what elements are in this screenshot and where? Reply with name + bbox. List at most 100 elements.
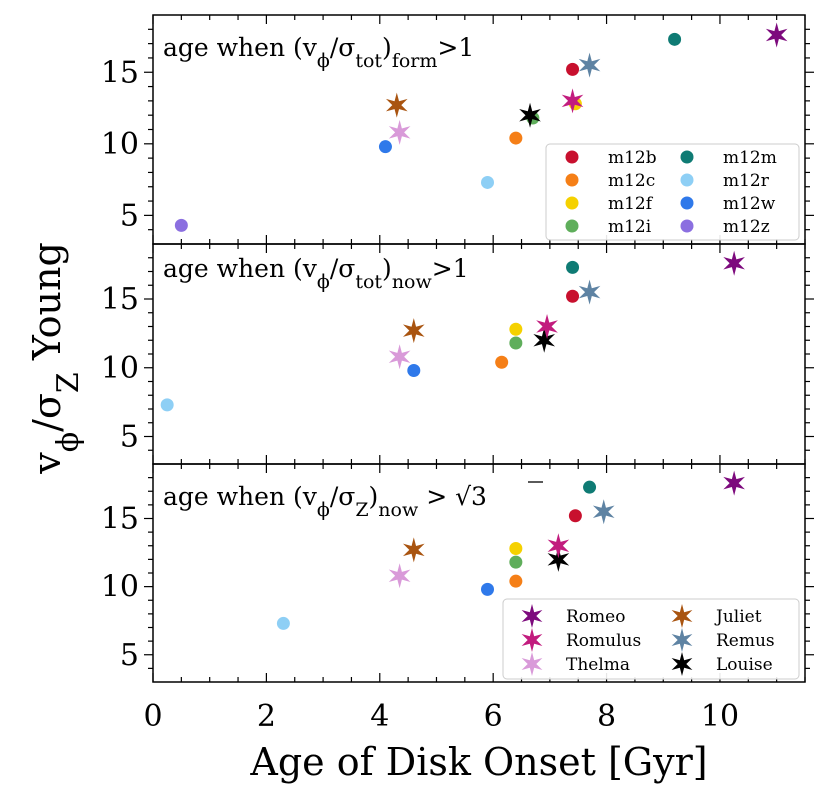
point-m12z (174, 218, 188, 232)
point-m12w (407, 364, 421, 377)
legend-marker-m12w (680, 196, 694, 210)
legend-label-m12m: m12m (723, 148, 777, 168)
point-m12i (509, 336, 523, 350)
legend-label-juliet: Juliet (714, 607, 762, 627)
point-m12m (566, 260, 580, 274)
y-tick-label: 10 (101, 351, 139, 386)
point-louise (533, 327, 556, 353)
y-tick-label: 15 (101, 502, 139, 537)
legend-marker-remus (671, 628, 693, 652)
legend-marker-m12b (565, 150, 579, 164)
point-m12c (509, 131, 523, 145)
y-tick-label: 15 (101, 282, 139, 317)
legend-galaxies: m12b m12m m12c m12r m12f m12w m12i m12z (545, 143, 800, 241)
legend-marker-m12z (680, 219, 694, 233)
legend-label-remus: Remus (716, 631, 775, 651)
point-remus (578, 279, 601, 305)
panel-1-points (174, 22, 788, 232)
point-louise (547, 546, 570, 572)
point-m12c (495, 355, 509, 369)
panel-1-ticks: 5 10 15 (101, 15, 814, 244)
point-m12w (481, 582, 495, 596)
legend-label-m12b: m12b (608, 148, 657, 168)
x-tick-label: 8 (597, 699, 616, 734)
legend-marker-m12r (680, 173, 694, 187)
y-tick-label: 5 (120, 198, 139, 233)
legend-label-m12r: m12r (723, 171, 770, 191)
legend-hosts-entries: Romeo Juliet Romulus Remus Thelma Louise (521, 604, 775, 676)
point-romulus (561, 88, 584, 114)
legend-label-m12w: m12w (723, 194, 776, 214)
legend-hosts-box (502, 598, 800, 680)
legend-marker-romeo (521, 604, 543, 628)
x-tick-label: 4 (370, 699, 389, 734)
legend-marker-m12c (565, 173, 579, 187)
legend-marker-romulus (521, 628, 543, 652)
legend-marker-m12m (680, 150, 694, 164)
legend-label-romulus: Romulus (566, 631, 641, 651)
x-tick-labels: 0 2 4 6 8 10 (143, 699, 739, 734)
point-louise (519, 102, 541, 128)
point-juliet (402, 318, 425, 344)
point-romulus (547, 533, 570, 559)
point-romeo (723, 250, 745, 276)
y-tick-label: 10 (101, 127, 139, 162)
y-tick-label: 5 (120, 638, 139, 673)
point-m12r (160, 398, 174, 412)
point-m12f (509, 322, 523, 336)
legend-label-louise: Louise (716, 655, 773, 675)
panel-3-title: age when (vϕ/σZ)now > √3 (163, 482, 487, 521)
point-remus (578, 52, 601, 78)
y-axis-title: vϕ/σZ Young (25, 242, 86, 475)
point-m12b (566, 289, 580, 303)
x-tick-label: 2 (257, 699, 276, 734)
panel-2: 5 10 15 age when (vϕ/σtot)now>1 (101, 243, 814, 465)
x-axis-title: Age of Disk Onset [Gyr] (249, 740, 707, 784)
y-tick-label: 15 (101, 55, 139, 90)
point-juliet (402, 537, 425, 563)
panel-2-title: age when (vϕ/σtot)now>1 (163, 254, 469, 293)
point-thelma (388, 344, 411, 370)
legend-hosts: Romeo Juliet Romulus Remus Thelma Louise (502, 598, 800, 680)
point-m12r (276, 616, 290, 630)
legend-marker-juliet (671, 604, 693, 628)
legend-label-m12c: m12c (608, 171, 655, 191)
point-m12w (378, 140, 392, 154)
point-juliet (385, 92, 408, 118)
point-m12m (583, 480, 597, 494)
y-tick-label: 5 (120, 420, 139, 455)
point-m12b (566, 62, 580, 76)
panel-1-title: age when (vϕ/σtot)form>1 (163, 33, 474, 72)
point-romulus (536, 314, 558, 339)
legend-label-m12i: m12i (608, 217, 652, 237)
x-tick-label: 10 (701, 699, 739, 734)
legend-galaxies-box (545, 143, 800, 241)
legend-label-romeo: Romeo (566, 607, 625, 627)
legend-label-thelma: Thelma (566, 655, 630, 675)
panel-3-frame (152, 463, 806, 683)
point-romeo (765, 22, 788, 48)
point-m12r (481, 175, 495, 189)
panel-3: 5 10 15 age when (vϕ/σZ)now > √3 Romeo Juli… (101, 463, 814, 683)
point-m12b (568, 509, 582, 523)
legend-label-m12z: m12z (723, 217, 770, 237)
panel-3-points (276, 470, 745, 630)
legend-marker-louise (671, 652, 693, 676)
point-remus (592, 499, 615, 525)
panel-2-ticks: 5 10 15 (101, 244, 814, 464)
legend-label-m12f: m12f (608, 194, 654, 214)
legend-marker-m12i (565, 219, 579, 233)
point-m12m (668, 32, 682, 46)
panel-2-points (160, 250, 745, 412)
legend-marker-thelma (521, 652, 543, 676)
point-m12c (509, 574, 523, 588)
x-tick-label: 6 (484, 699, 503, 734)
point-thelma (388, 119, 411, 145)
y-tick-label: 10 (101, 570, 139, 605)
point-thelma (388, 563, 411, 589)
legend-marker-m12f (565, 196, 579, 210)
x-tick-label: 0 (143, 699, 162, 734)
point-m12i (509, 555, 523, 569)
